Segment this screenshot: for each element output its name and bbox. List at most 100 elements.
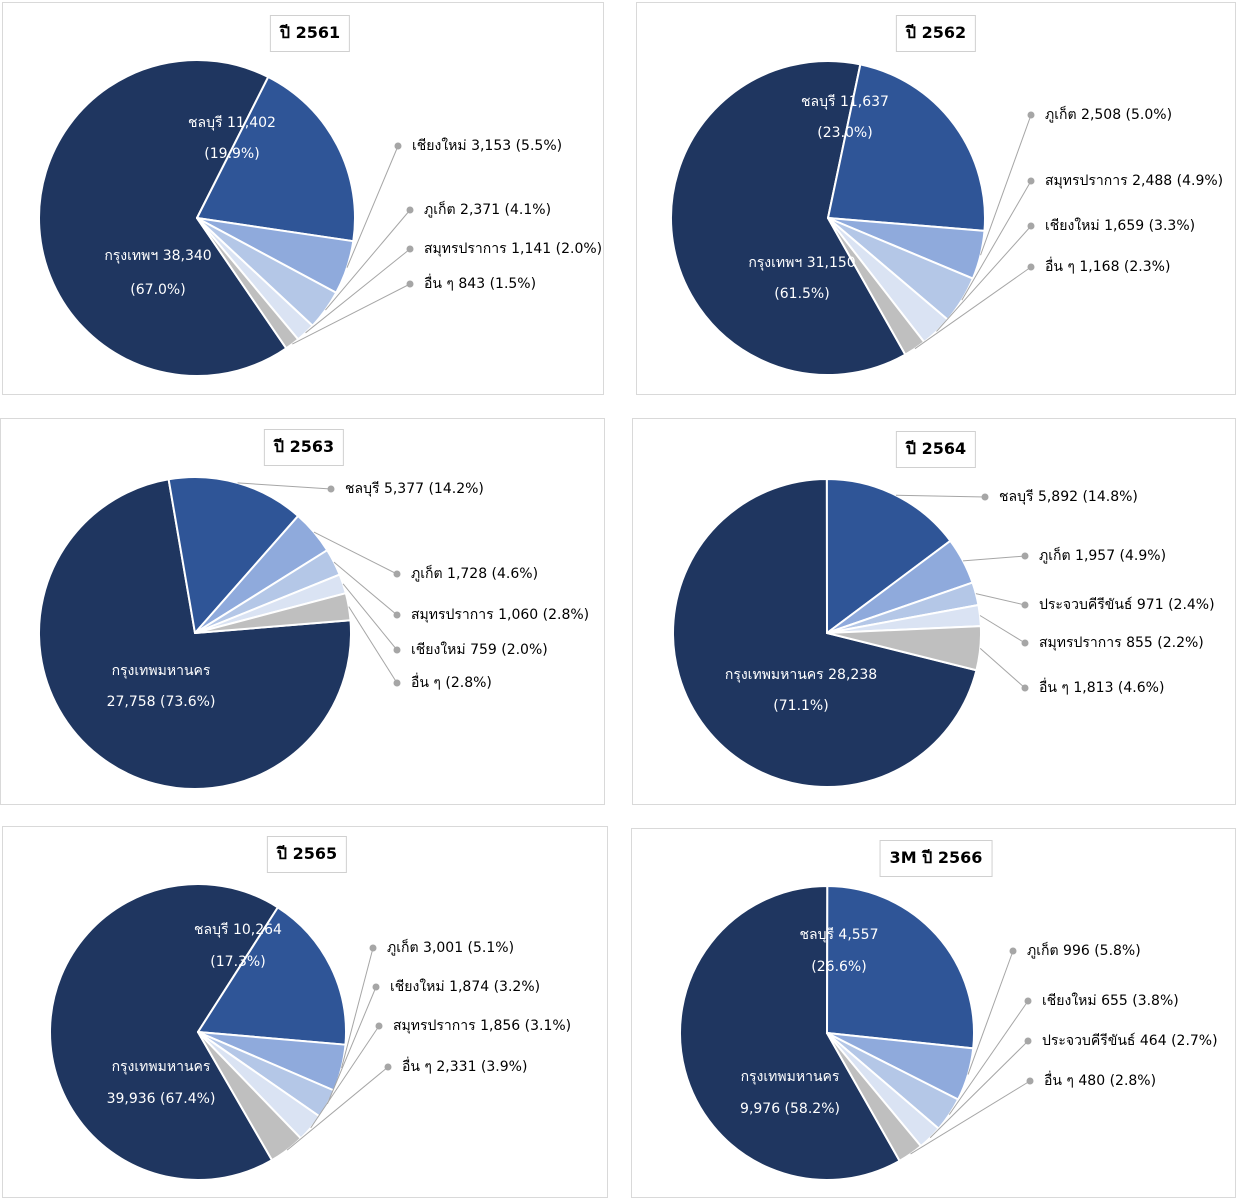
slice-label: เชียงใหม่ 3,153 (5.5%) — [412, 137, 562, 154]
slice-label-value: (61.5%) — [774, 286, 829, 302]
pie-slice-0 — [38, 59, 288, 377]
slice-label-value: (19.9%) — [204, 146, 259, 162]
pie-slice-0 — [672, 478, 978, 788]
leader-dot — [1027, 222, 1035, 230]
leader-line — [980, 114, 1032, 256]
chart-panel-2562: กรุงเทพฯ 31,150 (61.5%) ชลบุรี 11,637 (23.0… — [636, 2, 1236, 395]
slice-label-value: (17.3%) — [210, 954, 265, 970]
leader-line — [948, 1000, 1029, 1115]
slice-label: ภูเก็ต 2,371 (4.1%) — [424, 200, 551, 218]
slice-label: ประจวบคีรีขันธ์ 464 (2.7%) — [1042, 1032, 1218, 1049]
pie-slice-5 — [196, 217, 300, 350]
slice-label-value: (67.0%) — [130, 282, 185, 298]
pie-slice-0 — [670, 60, 907, 376]
chart-title-2564: ปี 2564 — [895, 431, 977, 468]
slice-label: กรุงเทพมหานคร — [112, 663, 211, 679]
slice-label: สมุทรปราการ 855 (2.2%) — [1039, 635, 1204, 651]
chart-title-2563: ปี 2563 — [263, 429, 345, 466]
slice-label: กรุงเทพฯ 38,340 — [104, 248, 211, 264]
leader-dot — [1021, 601, 1029, 609]
pie-slices — [38, 476, 352, 791]
pie-slice-1 — [826, 885, 975, 1050]
leader-dot — [1021, 552, 1029, 560]
leader-line — [979, 647, 1026, 689]
pie-slices — [679, 884, 975, 1181]
slice-label: อื่น ๆ 1,168 (2.3%) — [1045, 257, 1170, 275]
slice-label: เชียงใหม่ 1,659 (3.3%) — [1045, 217, 1195, 234]
pie-slice-1 — [827, 63, 986, 232]
slice-label: อื่น ๆ (2.8%) — [411, 673, 492, 691]
slice-label: อื่น ๆ 843 (1.5%) — [424, 274, 536, 292]
pie-slice-0 — [38, 478, 352, 791]
chart-panel-2561: กรุงเทพฯ 38,340 (67.0%) ชลบุรี 11,402 (19.9… — [2, 2, 604, 395]
leader-dot — [981, 493, 989, 501]
chart-panel-2565: กรุงเทพมหานคร 39,936 (67.4%) ชลบุรี 10,264… — [2, 826, 608, 1198]
leader-dot — [369, 944, 377, 952]
leader-dot — [375, 1022, 383, 1030]
leader-dot — [1009, 947, 1017, 955]
leader-dot — [1026, 1077, 1034, 1085]
leader-dot — [394, 142, 402, 150]
slice-label: สมุทรปราการ 1,141 (2.0%) — [424, 241, 602, 257]
leader-line — [967, 950, 1014, 1075]
leader-line — [326, 986, 377, 1105]
leader-line — [292, 283, 411, 345]
slice-label-value: 9,976 (58.2%) — [740, 1101, 840, 1117]
pie-slice-0 — [679, 884, 901, 1181]
slice-label: เชียงใหม่ 655 (3.8%) — [1042, 992, 1179, 1009]
leader-line — [910, 1080, 1031, 1155]
leader-dot — [372, 983, 380, 991]
leader-dot — [393, 679, 401, 687]
leader-line — [979, 615, 1026, 644]
leader-dot — [393, 646, 401, 654]
slice-label: สมุทรปราการ 2,488 (4.9%) — [1045, 173, 1223, 189]
slice-label: เชียงใหม่ 759 (2.0%) — [411, 641, 548, 658]
slice-label: กรุงเทพมหานคร — [112, 1059, 211, 1075]
leader-line — [963, 555, 1026, 562]
leader-dot — [384, 1063, 392, 1071]
leader-line — [305, 248, 411, 334]
leader-line — [237, 482, 332, 490]
slice-label: ชลบุรี 11,637 — [801, 94, 889, 110]
slice-label: เชียงใหม่ 1,874 (3.2%) — [390, 978, 540, 995]
chart-title-2561: ปี 2561 — [269, 15, 351, 52]
chart-title-2562: ปี 2562 — [895, 15, 977, 52]
slice-label: ภูเก็ต 2,508 (5.0%) — [1045, 105, 1172, 123]
leader-dot — [1024, 997, 1032, 1005]
leader-dot — [393, 611, 401, 619]
pie-slice-1 — [167, 476, 300, 634]
slice-label: ชลบุรี 11,402 — [188, 115, 276, 131]
pie-slice-5 — [826, 625, 982, 672]
pie-chart-2563: กรุงเทพมหานคร 27,758 (73.6%) ชลบุรี 5,377 … — [38, 476, 589, 791]
pie-slice-5 — [826, 1032, 922, 1162]
slice-label: ภูเก็ต 1,728 (4.6%) — [411, 564, 538, 582]
slice-label: ชลบุรี 4,557 — [799, 927, 878, 943]
leader-line — [325, 209, 411, 311]
pie-slices — [49, 883, 347, 1181]
leader-line — [310, 1025, 380, 1129]
slice-label: อื่น ๆ 1,813 (4.6%) — [1039, 678, 1164, 696]
leader-line — [333, 561, 398, 616]
pie-slices — [38, 59, 356, 377]
pie-chart-2561: กรุงเทพฯ 38,340 (67.0%) ชลบุรี 11,402 (19.9… — [38, 59, 602, 377]
leader-line — [313, 531, 398, 575]
leader-dot — [1024, 1037, 1032, 1045]
slice-label: กรุงเทพมหานคร 28,238 — [725, 667, 877, 683]
leader-line — [346, 145, 399, 268]
chart-panel-2566: กรุงเทพมหานคร 9,976 (58.2%) ชลบุรี 4,557 (2… — [631, 828, 1236, 1198]
leader-dot — [327, 485, 335, 493]
slice-label: ชลบุรี 10,264 — [194, 922, 282, 938]
leader-line — [342, 583, 398, 651]
chart-title-2565: ปี 2565 — [266, 836, 348, 873]
pie-slices — [670, 60, 986, 376]
leader-dot — [1027, 177, 1035, 185]
leader-dot — [1021, 684, 1029, 692]
leader-dot — [406, 206, 414, 214]
slice-label: ภูเก็ต 996 (5.8%) — [1027, 941, 1141, 959]
slice-label-value: 27,758 (73.6%) — [107, 694, 216, 710]
slice-label: ชลบุรี 5,892 (14.8%) — [999, 489, 1138, 505]
leader-dot — [406, 280, 414, 288]
slice-label: กรุงเทพฯ 31,150 — [748, 255, 855, 271]
slice-label-value: 39,936 (67.4%) — [107, 1091, 216, 1107]
pie-chart-2564: กรุงเทพมหานคร 28,238 (71.1%) ชลบุรี 5,892 … — [672, 477, 1215, 788]
